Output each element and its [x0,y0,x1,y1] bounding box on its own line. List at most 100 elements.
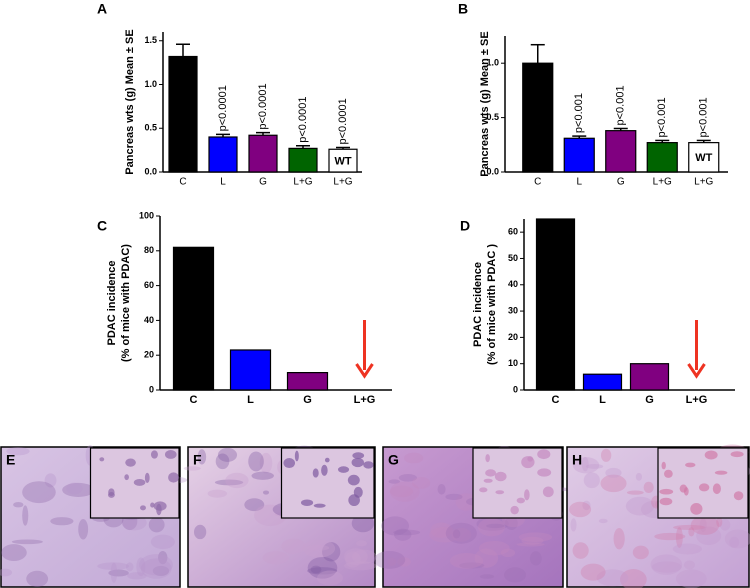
cell [714,470,728,475]
y-axis-label: PDAC incidence [472,262,484,347]
tissue-blob [197,449,207,465]
bar-label: WT [695,152,712,164]
x-tick-label: L+G [354,394,376,406]
tissue-blob [150,534,175,550]
tissue-blob [613,527,625,550]
x-tick-label: C [179,177,186,188]
cell [495,490,505,495]
y-tick-label: 1.5 [144,35,157,45]
tissue-blob [259,452,273,474]
tissue-blob [390,485,414,498]
tissue-blob [50,517,74,526]
tissue-blob [0,568,13,577]
bar [208,136,238,173]
x-tick-label: L [599,394,606,406]
y-tick-label: 60 [144,280,154,290]
tissue-blob [248,451,264,472]
histology-image: F [183,445,377,588]
tissue-blob [262,490,270,495]
tissue-blob [121,514,147,531]
x-tick-label: L [576,177,582,188]
cell [479,487,488,493]
tissue-blob [600,474,627,493]
tissue-blob [281,538,306,554]
tissue-blob [139,554,173,576]
bar [605,130,637,173]
cell [363,461,374,469]
tissue-blob [643,481,654,494]
tissue-blob [477,518,506,537]
tissue-blob [356,540,368,547]
tissue-blob [127,572,147,580]
x-tick-label: C [190,394,198,406]
tissue-blob [504,567,527,583]
tissue-blob [393,529,421,536]
panel-label: A [97,1,107,17]
tissue-blob [322,542,341,562]
tissue-blob [381,516,410,536]
tissue-blob [505,516,518,530]
tissue-blob [445,493,463,500]
x-tick-label: L+G [333,177,352,188]
inset [657,447,749,519]
bar [172,246,215,391]
tissue-blob [429,526,460,543]
tissue-blob [620,569,647,588]
tissue-blob [474,548,499,568]
cell [140,505,146,511]
cell [144,472,150,483]
x-tick-label: L+G [293,177,312,188]
tissue-blob [600,448,612,462]
tissue-blob [570,518,577,532]
y-axis-label: (% of mice with PDAC ) [486,244,498,365]
cell [516,497,525,504]
tissue-blob [110,562,118,583]
y-tick-label: 0.5 [144,123,157,133]
tissue-blob [394,528,412,541]
cell [168,472,179,483]
bar [582,373,623,391]
panel-label: D [460,218,470,234]
tissue-blob [451,527,472,542]
cell [312,468,319,478]
cell [294,450,299,462]
tissue-blob [585,464,604,469]
tissue-blob [389,481,420,502]
tissue-blob [411,477,431,489]
tissue-blob [430,522,453,538]
tissue-blob [66,482,83,495]
y-tick-label: 100 [139,210,154,220]
y-axis-label: Pancreas wts (g) Mean ± SE [124,29,136,174]
tissue-blob [688,527,695,537]
cell [300,499,314,507]
y-tick-label: 1.0 [144,79,157,89]
tissue-blob [486,523,505,529]
tissue-blob [672,543,703,555]
bar [629,363,670,391]
y-tick-label: 0.0 [144,166,157,176]
tissue-blob [476,516,509,531]
tissue-blob [445,522,477,544]
tissue-blob [632,545,649,560]
tissue-blob [479,574,495,579]
tissue-blob [403,452,424,464]
x-tick-label: L [220,177,226,188]
tissue-blob [244,498,265,512]
bar [288,147,318,173]
x-tick-label: G [645,394,654,406]
cell [659,488,674,495]
y-tick-label: 60 [508,227,518,237]
bar [286,372,329,391]
tissue-blob [214,479,244,486]
tissue-blob [572,457,600,474]
cell [664,469,673,478]
tissue-blob [724,529,750,549]
p-value: p<0.0001 [217,85,229,131]
cell [712,483,721,495]
p-value: p<0.001 [656,97,668,137]
panel-label: C [97,218,107,234]
tissue-blob [521,536,544,545]
tissue-blob [251,471,274,480]
cell [537,449,551,460]
